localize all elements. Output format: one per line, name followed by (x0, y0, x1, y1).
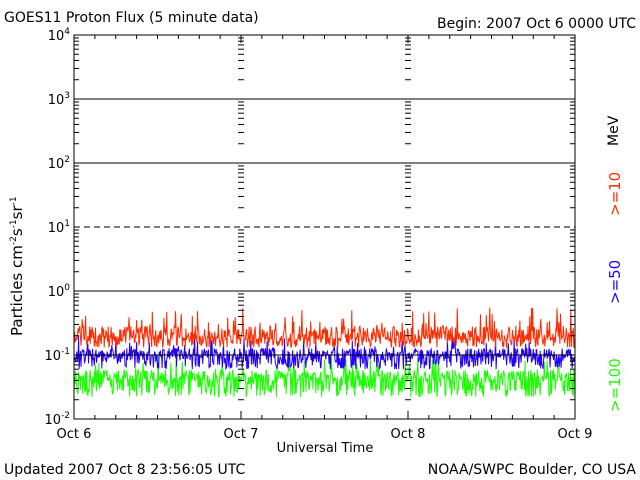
x-tick-label: Oct 9 (558, 427, 593, 442)
legend-entry-100: >=100 (606, 358, 624, 412)
legend-entry-50: >=50 (606, 259, 624, 304)
y-tick-label: 104 (48, 27, 71, 44)
plot-frame (73, 34, 576, 420)
series-line (73, 355, 576, 398)
legend-entry-10: >=10 (606, 171, 624, 216)
y-tick-label: 103 (48, 91, 70, 108)
y-tick-label: 100 (48, 283, 71, 300)
begin-time: Begin: 2007 Oct 6 0000 UTC (437, 16, 636, 32)
y-axis-label-text: Particles cm-2s-1sr-1 (8, 196, 26, 336)
y-axis-label: Particles cm-2s-1sr-1 (8, 196, 26, 336)
x-tick-label: Oct 7 (224, 427, 259, 442)
series-line (73, 335, 576, 371)
series-line (73, 307, 576, 349)
x-axis-label: Universal Time (277, 441, 374, 456)
credit: NOAA/SWPC Boulder, CO USA (427, 462, 636, 478)
chart-title: GOES11 Proton Flux (5 minute data) (4, 10, 259, 26)
x-tick-label: Oct 8 (391, 427, 426, 442)
updated-time: Updated 2007 Oct 8 23:56:05 UTC (4, 462, 246, 478)
y-tick-label: 101 (48, 219, 70, 236)
y-tick-label: 10-2 (44, 411, 70, 428)
y-tick-label: 102 (48, 155, 70, 172)
x-tick-label: Oct 6 (57, 427, 92, 442)
legend-unit: MeV (606, 115, 622, 146)
y-tick-label: 10-1 (44, 347, 70, 364)
